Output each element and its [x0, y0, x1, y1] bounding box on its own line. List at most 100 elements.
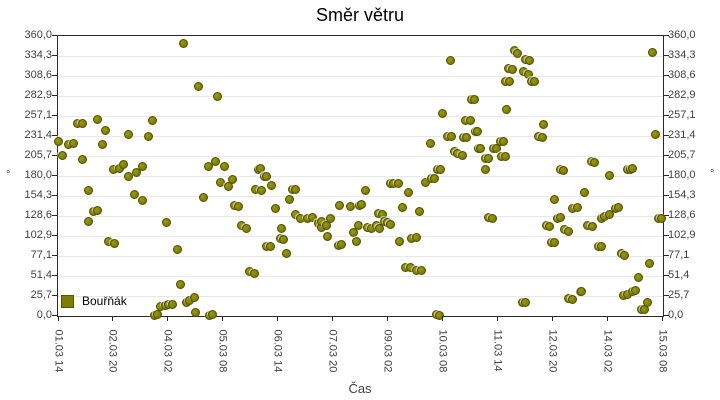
data-point — [502, 105, 511, 114]
data-point — [242, 224, 251, 233]
y-tick-mark — [664, 295, 669, 296]
y-tick-mark — [52, 255, 57, 256]
data-point — [628, 164, 637, 173]
x-tick-label: 05.03 08 — [216, 329, 229, 373]
y-tick-mark — [52, 55, 57, 56]
data-point — [394, 179, 403, 188]
x-tick-label: 07.03 20 — [326, 329, 339, 373]
y-tick-mark — [664, 135, 669, 136]
data-point — [271, 204, 280, 213]
chart-title: Směr větru — [315, 5, 405, 25]
x-tick-mark — [607, 316, 608, 321]
data-point — [308, 213, 317, 222]
data-point — [386, 220, 395, 229]
gridline — [58, 276, 663, 277]
data-point — [138, 196, 147, 205]
x-tick-mark — [442, 316, 443, 321]
y-tick-mark — [664, 75, 669, 76]
data-point — [605, 171, 614, 180]
y-tick-label-left: 128,6 — [24, 209, 52, 221]
data-point — [101, 126, 110, 135]
y-tick-label-left: 205,7 — [24, 149, 52, 161]
data-point — [538, 133, 547, 142]
data-point — [153, 310, 162, 319]
y-tick-label-left: 334,3 — [24, 49, 52, 61]
x-axis-title: Čas — [348, 381, 372, 396]
data-point — [473, 127, 482, 136]
y-tick-label-left: 257,1 — [24, 109, 52, 121]
y-tick-label-left: 180,0 — [24, 169, 52, 181]
data-point — [335, 201, 344, 210]
data-point — [508, 65, 517, 74]
data-point — [470, 95, 479, 104]
data-point — [190, 293, 199, 302]
data-point — [417, 266, 426, 275]
data-point — [191, 308, 200, 317]
data-point — [277, 224, 286, 233]
data-point — [590, 158, 599, 167]
y-tick-mark — [664, 235, 669, 236]
data-point — [430, 174, 439, 183]
data-point — [220, 162, 229, 171]
gridline — [58, 116, 663, 117]
y-tick-label-right: 180,0 — [668, 169, 696, 181]
data-point — [194, 82, 203, 91]
data-point — [69, 139, 78, 148]
data-point — [93, 115, 102, 124]
y-tick-label-left: 77,1 — [30, 249, 52, 261]
legend-series-label: Bouřňák — [82, 294, 127, 308]
data-point — [614, 203, 623, 212]
data-point — [458, 151, 467, 160]
gridline — [58, 176, 663, 177]
data-point — [176, 280, 185, 289]
data-point — [124, 130, 133, 139]
y-tick-mark — [664, 215, 669, 216]
gridline — [58, 136, 663, 137]
x-tick-mark — [662, 316, 663, 321]
data-point — [564, 227, 573, 236]
data-point — [426, 139, 435, 148]
y-tick-label-left: 282,9 — [24, 89, 52, 101]
data-point — [357, 200, 366, 209]
data-point — [550, 238, 559, 247]
y-tick-mark — [52, 155, 57, 156]
data-point — [435, 311, 444, 320]
data-point — [349, 228, 358, 237]
y-tick-mark — [52, 95, 57, 96]
data-point — [78, 155, 87, 164]
data-point — [110, 239, 119, 248]
y-tick-mark — [664, 255, 669, 256]
y-tick-label-left: 308,6 — [24, 69, 52, 81]
y-tick-label-right: 231,4 — [668, 129, 696, 141]
gridline — [58, 216, 663, 217]
y-tick-mark — [664, 195, 669, 196]
gridline — [58, 56, 663, 57]
data-point — [521, 298, 530, 307]
data-point — [361, 186, 370, 195]
y-tick-label-right: 360,0 — [668, 29, 696, 41]
data-point — [375, 224, 384, 233]
data-point — [404, 188, 413, 197]
data-point — [446, 56, 455, 65]
data-point — [162, 218, 171, 227]
data-point — [588, 222, 597, 231]
data-point — [395, 237, 404, 246]
y-tick-label-right: 205,7 — [668, 149, 696, 161]
y-tick-mark — [664, 275, 669, 276]
gridline — [58, 76, 663, 77]
data-point — [513, 49, 522, 58]
data-point — [337, 240, 346, 249]
x-tick-mark — [58, 316, 59, 321]
data-point — [545, 222, 554, 231]
data-point — [352, 237, 361, 246]
data-point — [211, 157, 220, 166]
data-point — [501, 152, 510, 161]
data-point — [168, 300, 177, 309]
y-tick-mark — [52, 315, 57, 316]
y-tick-label-right: 77,1 — [668, 249, 690, 261]
data-point — [481, 165, 490, 174]
data-point — [530, 77, 539, 86]
x-tick-mark — [112, 316, 113, 321]
gridline — [58, 156, 663, 157]
